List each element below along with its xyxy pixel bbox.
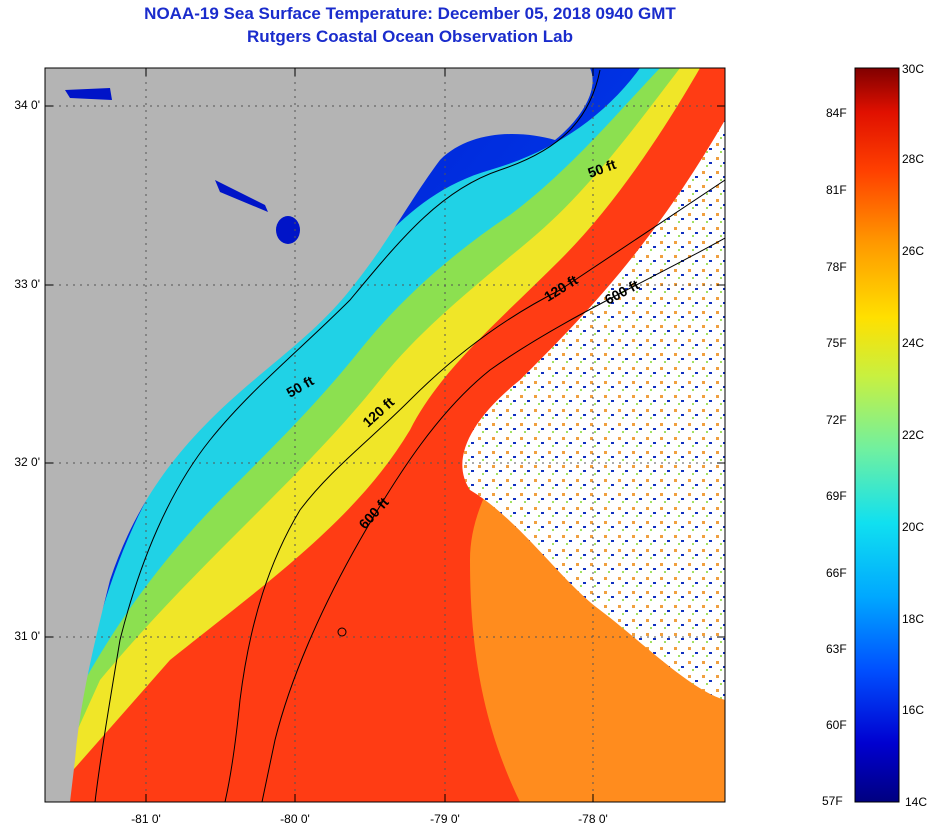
colorbar-f-label: 57F [822,794,843,808]
sst-map-area [45,68,725,802]
map-frame [44,67,726,803]
colorbar-c-label: 26C [902,244,925,258]
contour-spot [337,627,347,637]
colorbar-f-label: 72F [826,413,847,427]
map-title: NOAA-19 Sea Surface Temperature: Decembe… [144,4,676,23]
colorbar-c-label: 24C [902,336,925,350]
graticule [45,68,725,802]
lon-label: -79 0' [430,812,460,826]
lat-label: 31 0' [14,629,40,643]
colorbar-f-label: 66F [826,566,847,580]
colorbar-f-label: 69F [826,489,847,503]
colorbar-c-label: 18C [902,612,925,626]
lat-label: 32 0' [14,455,40,469]
colorbar-c-label: 30C [902,62,925,76]
land-mass [45,68,593,802]
inland-water [65,88,112,100]
inland-water [215,180,268,212]
map-subtitle: Rutgers Coastal Ocean Observation Lab [247,27,573,46]
lon-label: -80 0' [280,812,310,826]
colorbar-c-label: 14C [905,795,928,809]
lon-label: -81 0' [131,812,161,826]
colorbar-f-label: 75F [826,336,847,350]
lon-label: -78 0' [578,812,608,826]
colorbar-c-label: 28C [902,152,925,166]
colorbar-f-label: 63F [826,642,847,656]
colorbar-f-label: 81F [826,183,847,197]
contour-600ft [261,237,725,802]
colorbar [854,67,900,803]
axis-ticks [45,68,725,802]
colorbar-f-label: 84F [826,106,847,120]
colorbar-c-label: 20C [902,520,925,534]
colorbar-c-label: 22C [902,428,925,442]
lat-label: 34 0' [14,98,40,112]
colorbar-f-label: 78F [826,260,847,274]
inland-lake [276,216,300,244]
contour-50ft [94,69,601,802]
colorbar-f-label: 60F [826,718,847,732]
lat-label: 33 0' [14,277,40,291]
cloud-cover [462,120,725,700]
colorbar-c-label: 16C [902,703,925,717]
contour-120ft [224,179,725,802]
